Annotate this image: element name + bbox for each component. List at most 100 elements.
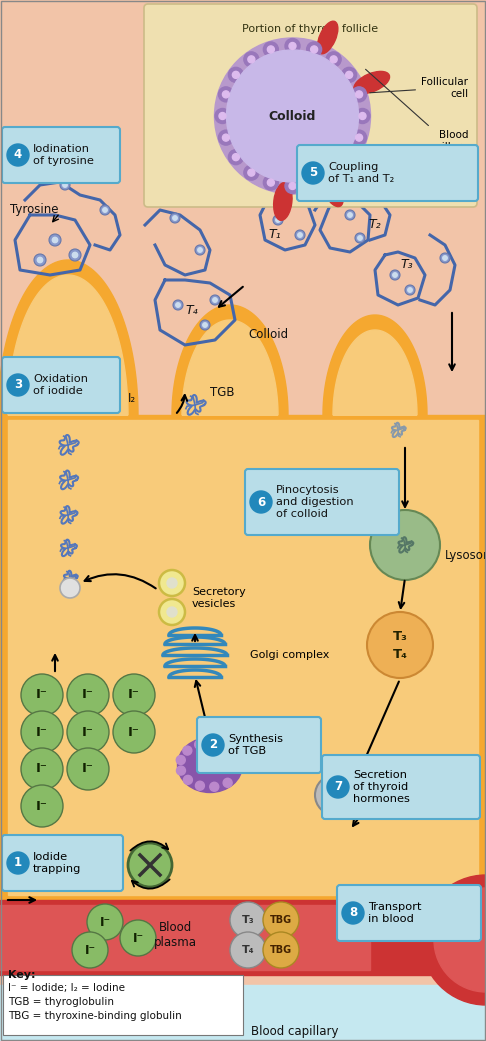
Circle shape bbox=[198, 248, 202, 252]
Bar bbox=[0, 905, 370, 970]
Circle shape bbox=[244, 52, 259, 67]
Text: T₄: T₄ bbox=[186, 304, 198, 316]
Circle shape bbox=[49, 234, 61, 246]
Text: Secretion
of thyroid
hormones: Secretion of thyroid hormones bbox=[353, 770, 410, 804]
Circle shape bbox=[263, 902, 299, 938]
Circle shape bbox=[315, 775, 355, 815]
Circle shape bbox=[250, 491, 272, 513]
Circle shape bbox=[21, 711, 63, 753]
Text: TGB: TGB bbox=[210, 385, 235, 399]
Circle shape bbox=[113, 674, 155, 716]
Text: Synthesis
of TGB: Synthesis of TGB bbox=[228, 734, 283, 756]
Text: Portion of thyroid follicle: Portion of thyroid follicle bbox=[243, 24, 379, 34]
Circle shape bbox=[183, 746, 192, 755]
Bar bbox=[0, 985, 486, 1041]
FancyBboxPatch shape bbox=[2, 357, 120, 413]
Circle shape bbox=[230, 932, 266, 968]
Circle shape bbox=[330, 56, 337, 62]
Circle shape bbox=[285, 39, 300, 53]
Circle shape bbox=[52, 237, 58, 243]
Circle shape bbox=[351, 86, 366, 102]
Circle shape bbox=[21, 674, 63, 716]
Text: I⁻ = Iodide; I₂ = Iodine: I⁻ = Iodide; I₂ = Iodine bbox=[8, 983, 125, 993]
Circle shape bbox=[21, 748, 63, 790]
Circle shape bbox=[170, 213, 180, 223]
Text: T₄: T₄ bbox=[242, 945, 254, 955]
Circle shape bbox=[244, 166, 259, 180]
Circle shape bbox=[342, 150, 357, 164]
Circle shape bbox=[60, 180, 70, 191]
Ellipse shape bbox=[177, 737, 243, 792]
Circle shape bbox=[183, 776, 192, 784]
Circle shape bbox=[295, 230, 305, 240]
Circle shape bbox=[356, 134, 363, 142]
Circle shape bbox=[358, 775, 398, 815]
Circle shape bbox=[263, 932, 299, 968]
Text: Pinocytosis
and digestion
of colloid: Pinocytosis and digestion of colloid bbox=[276, 485, 354, 518]
Circle shape bbox=[267, 46, 275, 53]
Text: T₁: T₁ bbox=[269, 229, 281, 242]
Circle shape bbox=[34, 254, 46, 266]
Text: 4: 4 bbox=[14, 149, 22, 161]
Circle shape bbox=[72, 932, 108, 968]
Circle shape bbox=[311, 46, 318, 53]
Circle shape bbox=[393, 273, 397, 277]
Text: I⁻: I⁻ bbox=[128, 688, 140, 702]
Circle shape bbox=[218, 130, 233, 145]
Circle shape bbox=[267, 179, 275, 186]
Text: I⁻: I⁻ bbox=[36, 799, 48, 812]
Circle shape bbox=[342, 902, 364, 924]
Circle shape bbox=[223, 134, 229, 142]
Circle shape bbox=[443, 256, 447, 260]
Circle shape bbox=[405, 285, 415, 295]
Text: TGB = thyroglobulin: TGB = thyroglobulin bbox=[8, 997, 114, 1007]
Circle shape bbox=[202, 734, 224, 756]
Circle shape bbox=[103, 208, 107, 212]
Circle shape bbox=[128, 843, 172, 887]
Circle shape bbox=[195, 245, 205, 255]
Circle shape bbox=[330, 169, 337, 176]
Circle shape bbox=[7, 374, 29, 396]
Circle shape bbox=[228, 150, 243, 164]
Text: 8: 8 bbox=[349, 907, 357, 919]
Circle shape bbox=[213, 298, 217, 302]
Circle shape bbox=[37, 257, 43, 262]
Circle shape bbox=[195, 781, 205, 790]
Circle shape bbox=[370, 510, 440, 580]
Circle shape bbox=[228, 68, 243, 82]
Circle shape bbox=[194, 740, 204, 748]
Text: I⁻: I⁻ bbox=[133, 932, 143, 944]
Text: Blood capillary: Blood capillary bbox=[251, 1025, 339, 1039]
Circle shape bbox=[72, 252, 78, 258]
Circle shape bbox=[67, 674, 109, 716]
Circle shape bbox=[289, 182, 296, 189]
Circle shape bbox=[348, 212, 352, 218]
Text: I⁻: I⁻ bbox=[36, 762, 48, 776]
Circle shape bbox=[359, 112, 366, 120]
Text: Key:: Key: bbox=[8, 970, 35, 980]
FancyBboxPatch shape bbox=[144, 4, 477, 207]
Circle shape bbox=[173, 215, 177, 221]
Circle shape bbox=[248, 169, 255, 176]
Polygon shape bbox=[333, 330, 417, 415]
Text: 1: 1 bbox=[14, 857, 22, 869]
Circle shape bbox=[289, 43, 296, 50]
Circle shape bbox=[273, 215, 283, 225]
Circle shape bbox=[327, 776, 349, 798]
Polygon shape bbox=[0, 260, 138, 415]
Circle shape bbox=[342, 68, 357, 82]
Bar bbox=[3, 975, 243, 1035]
Circle shape bbox=[7, 852, 29, 874]
Text: Tyrosine: Tyrosine bbox=[10, 203, 58, 217]
Circle shape bbox=[21, 785, 63, 827]
Text: 3: 3 bbox=[14, 379, 22, 391]
Text: 5: 5 bbox=[309, 167, 317, 179]
Circle shape bbox=[440, 253, 450, 263]
Text: T₃: T₃ bbox=[400, 258, 413, 272]
Circle shape bbox=[7, 144, 29, 166]
Text: Iodide
trapping: Iodide trapping bbox=[33, 853, 81, 873]
Text: Coupling
of T₁ and T₂: Coupling of T₁ and T₂ bbox=[328, 162, 394, 184]
Circle shape bbox=[307, 42, 322, 57]
Text: T₃: T₃ bbox=[393, 631, 407, 643]
Circle shape bbox=[326, 52, 341, 67]
